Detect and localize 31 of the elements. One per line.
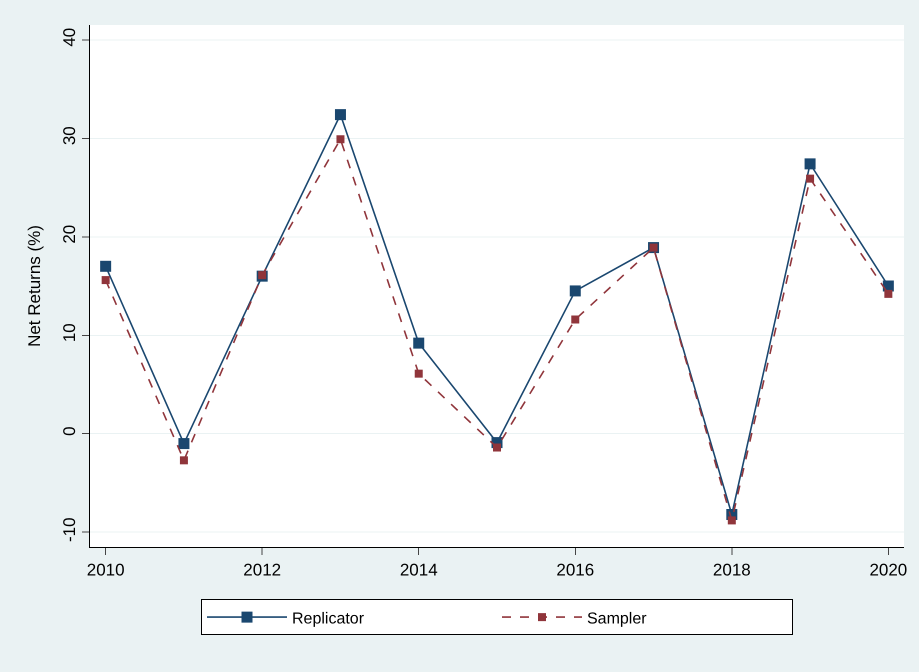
point [806, 174, 814, 183]
y-axis-title: Net Returns (%) [24, 225, 44, 347]
point [413, 338, 424, 349]
point [570, 285, 581, 296]
legend-label: Sampler [587, 610, 648, 628]
y-tick-label: 10 [60, 323, 80, 342]
x-tick-label: 2020 [869, 560, 908, 580]
x-tick-label: 2018 [712, 560, 751, 580]
point [336, 135, 344, 144]
x-tick-label: 2016 [556, 560, 594, 580]
x-tick-label: 2012 [243, 560, 282, 580]
point [493, 444, 501, 452]
y-tick-label: 40 [60, 28, 80, 47]
y-tick-label: -10 [60, 517, 80, 542]
point [414, 370, 423, 378]
point [102, 276, 110, 284]
point [258, 271, 266, 280]
legend-label: Replicator [292, 610, 365, 628]
point [571, 315, 580, 324]
point [100, 260, 112, 272]
x-tick-label: 2014 [400, 560, 438, 580]
point [884, 290, 892, 298]
y-tick-label: 0 [60, 426, 80, 436]
y-tick-label: 30 [60, 126, 80, 146]
point [180, 456, 188, 464]
y-tick-label: 20 [60, 224, 80, 244]
point [178, 438, 190, 450]
point [728, 516, 736, 524]
point [334, 109, 346, 120]
x-tick-label: 2010 [86, 560, 125, 580]
point [804, 158, 816, 170]
